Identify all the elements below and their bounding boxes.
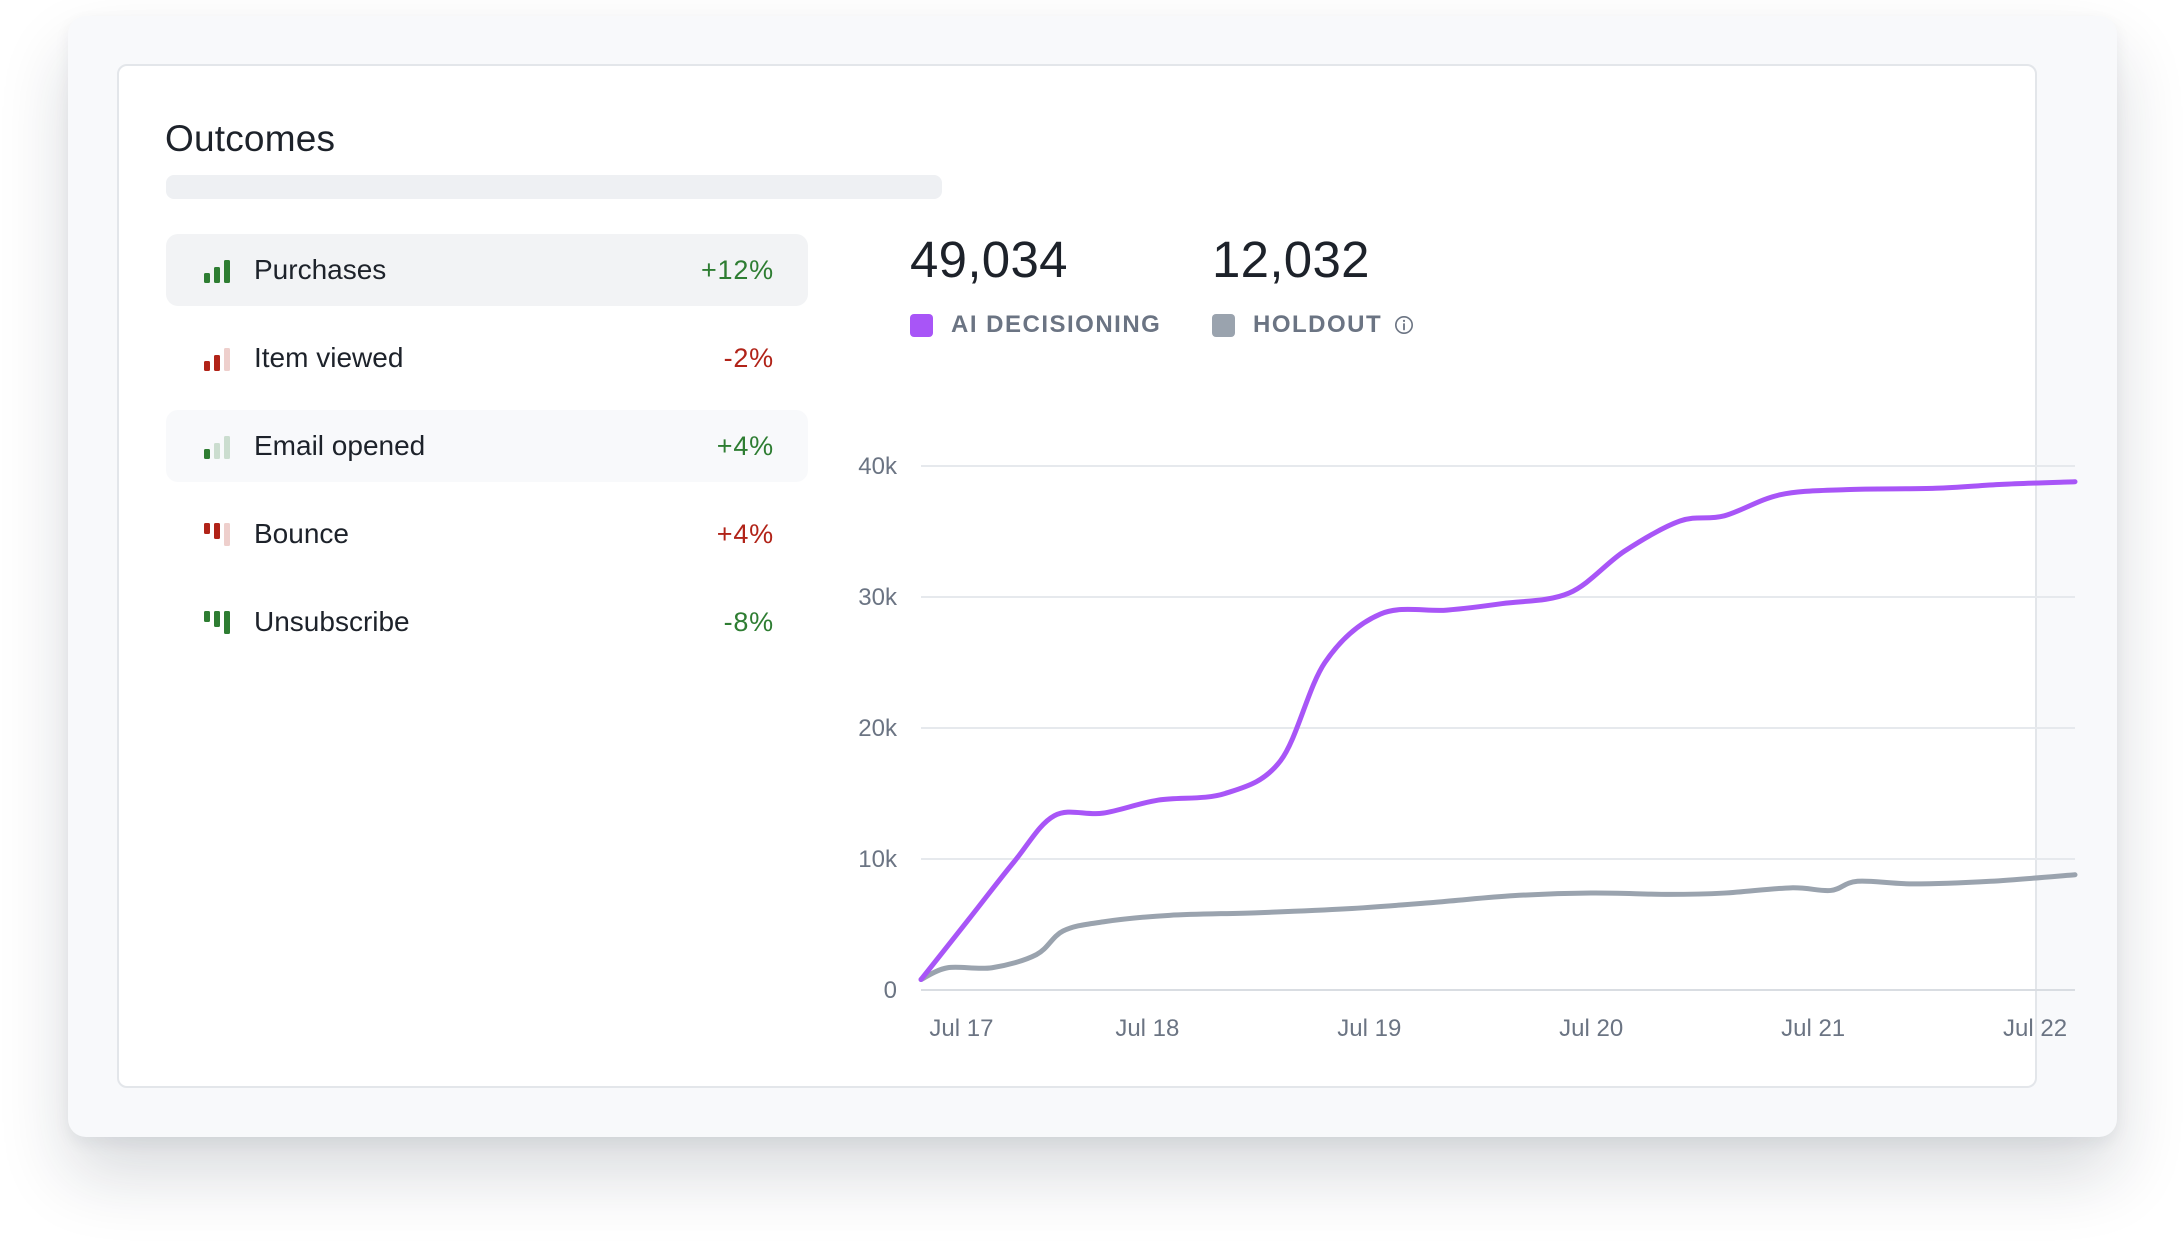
stat-value: 49,034 bbox=[910, 231, 1068, 288]
x-tick-label: Jul 20 bbox=[1559, 1015, 1623, 1042]
outcome-label: Purchases bbox=[254, 254, 387, 285]
stat-ai-decisioning: 49,034 AI DECISIONING bbox=[910, 234, 1161, 339]
signal-bar bbox=[224, 523, 230, 546]
y-tick-label: 0 bbox=[884, 977, 897, 1004]
bar-signal-icon bbox=[204, 435, 232, 459]
outcome-row-item-viewed[interactable]: Item viewed -2% bbox=[166, 322, 808, 394]
outcome-line-chart: 0 10k 20k 30k 40k Jul 17 Jul 18 Jul 19 Jul 20 Jul… bbox=[858, 453, 2078, 1042]
signal-bar bbox=[204, 273, 210, 283]
panel-title: Outcomes bbox=[165, 118, 336, 159]
legend-label: HOLDOUT bbox=[1253, 311, 1383, 338]
signal-bar bbox=[224, 611, 230, 634]
outcome-row-unsubscribe[interactable]: Unsubscribe -8% bbox=[166, 586, 808, 658]
outcome-label: Bounce bbox=[254, 518, 349, 549]
signal-bar bbox=[214, 355, 220, 371]
outcome-row-email-opened[interactable]: Email opened +4% bbox=[166, 410, 808, 482]
legend-item-holdout[interactable]: HOLDOUT bbox=[1212, 311, 1414, 339]
signal-bar bbox=[204, 523, 210, 534]
stat-holdout: 12,032 HOLDOUT bbox=[1212, 234, 1414, 339]
outcome-change: -2% bbox=[723, 343, 774, 373]
bar-signal-icon bbox=[204, 259, 232, 283]
outcome-label: Unsubscribe bbox=[254, 606, 410, 637]
outcome-change: +4% bbox=[716, 519, 774, 549]
outcome-change: +12% bbox=[700, 255, 774, 285]
x-tick-label: Jul 18 bbox=[1115, 1015, 1179, 1042]
legend-item-ai-decisioning[interactable]: AI DECISIONING bbox=[910, 311, 1161, 339]
signal-bar bbox=[224, 436, 230, 459]
outcome-label: Item viewed bbox=[254, 342, 404, 373]
y-tick-label: 30k bbox=[858, 584, 898, 611]
series-line-ai-decisioning bbox=[918, 479, 2078, 983]
outcome-list: Purchases +12% Item viewed -2% Email ope… bbox=[166, 234, 808, 674]
x-tick-label: Jul 22 bbox=[2003, 1015, 2067, 1042]
bar-signal-icon bbox=[204, 347, 232, 371]
outcome-row-bounce[interactable]: Bounce +4% bbox=[166, 498, 808, 570]
outcome-row-purchases[interactable]: Purchases +12% bbox=[166, 234, 808, 306]
outcomes-card: Outcomes Purchases +12% Item viewed -2% … bbox=[117, 64, 2078, 1088]
signal-bar bbox=[214, 443, 220, 459]
x-tick-label: Jul 21 bbox=[1781, 1015, 1845, 1042]
y-tick-label: 20k bbox=[858, 715, 898, 742]
legend-swatch bbox=[910, 313, 933, 337]
legend-label: AI DECISIONING bbox=[951, 311, 1162, 338]
stat-value: 12,032 bbox=[1212, 231, 1370, 288]
y-tick-label: 10k bbox=[858, 846, 898, 873]
bar-signal-down-icon bbox=[204, 523, 232, 547]
signal-bar bbox=[204, 611, 210, 622]
legend-swatch bbox=[1212, 313, 1235, 337]
x-tick-label: Jul 19 bbox=[1337, 1015, 1401, 1042]
signal-bar bbox=[224, 348, 230, 371]
signal-bar bbox=[214, 267, 220, 283]
signal-bar bbox=[224, 260, 230, 283]
outcome-label: Email opened bbox=[254, 430, 426, 461]
series-line-holdout bbox=[918, 872, 2078, 983]
outcome-change: -8% bbox=[723, 607, 774, 637]
y-tick-label: 40k bbox=[858, 453, 898, 480]
signal-bar bbox=[204, 449, 210, 459]
signal-bar bbox=[214, 611, 220, 627]
bar-signal-down-icon bbox=[204, 611, 232, 635]
info-icon[interactable] bbox=[1394, 315, 1414, 335]
signal-bar bbox=[214, 523, 220, 539]
x-tick-label: Jul 17 bbox=[929, 1015, 993, 1042]
outcome-change: +4% bbox=[716, 431, 774, 461]
loading-placeholder-bar bbox=[166, 175, 942, 199]
signal-bar bbox=[204, 361, 210, 371]
